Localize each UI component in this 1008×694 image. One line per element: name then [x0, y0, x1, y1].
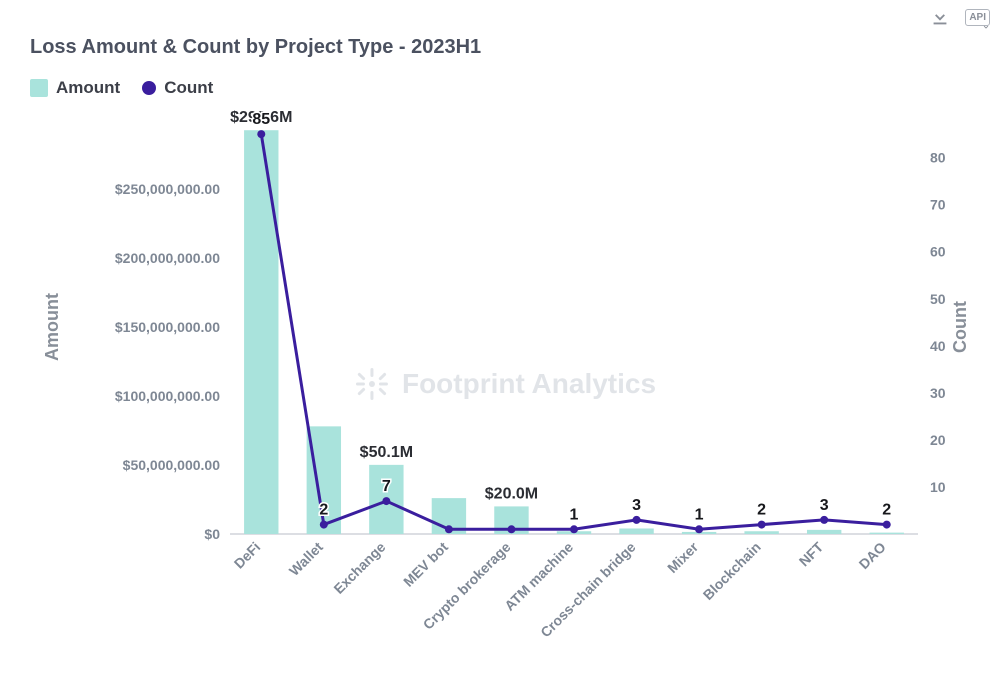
- svg-text:2: 2: [882, 502, 891, 519]
- svg-text:$50,000,000.00: $50,000,000.00: [123, 457, 221, 473]
- count-point[interactable]: [320, 521, 328, 529]
- toolbar: API: [929, 6, 990, 28]
- bar-blockchain[interactable]: [744, 531, 778, 534]
- svg-text:NFT: NFT: [796, 538, 827, 569]
- count-point[interactable]: [382, 497, 390, 505]
- svg-text:40: 40: [930, 338, 946, 354]
- count-point[interactable]: [570, 525, 578, 533]
- bar-dao[interactable]: [870, 533, 904, 534]
- svg-text:Count: Count: [950, 301, 970, 353]
- legend-swatch-amount: [30, 79, 48, 97]
- svg-text:Exchange: Exchange: [330, 539, 388, 597]
- count-point[interactable]: [820, 516, 828, 524]
- download-icon[interactable]: [929, 6, 951, 28]
- svg-text:Mixer: Mixer: [664, 538, 702, 576]
- count-line: [261, 134, 886, 529]
- chart-title: Loss Amount & Count by Project Type - 20…: [30, 36, 481, 59]
- bar-defi[interactable]: [244, 130, 278, 534]
- svg-text:MEV bot: MEV bot: [400, 539, 451, 590]
- svg-text:70: 70: [930, 197, 946, 213]
- count-point[interactable]: [633, 516, 641, 524]
- svg-text:$200,000,000.00: $200,000,000.00: [115, 250, 220, 266]
- bar-cross-chain-bridge[interactable]: [619, 528, 653, 534]
- count-point[interactable]: [507, 525, 515, 533]
- svg-text:$100,000,000.00: $100,000,000.00: [115, 388, 220, 404]
- svg-text:20: 20: [930, 432, 946, 448]
- svg-text:50: 50: [930, 291, 946, 307]
- svg-text:$50.1M: $50.1M: [360, 444, 413, 461]
- bar-nft[interactable]: [807, 530, 841, 534]
- svg-text:2: 2: [319, 502, 328, 519]
- legend-label-count: Count: [164, 78, 213, 98]
- count-point[interactable]: [445, 525, 453, 533]
- svg-text:80: 80: [930, 150, 946, 166]
- chart-area: Footprint Analytics $0$50,000,000.00$100…: [30, 110, 978, 674]
- svg-text:85: 85: [252, 111, 270, 128]
- svg-text:DeFi: DeFi: [231, 539, 264, 572]
- chart-svg: $0 $50,000,000.00 $100,000,000.00 $150,000,…: [30, 110, 978, 674]
- api-icon[interactable]: API: [965, 9, 990, 26]
- svg-text:7: 7: [382, 478, 391, 495]
- legend-item-count[interactable]: Count: [142, 78, 213, 98]
- legend: Amount Count: [30, 78, 213, 98]
- svg-text:$150,000,000.00: $150,000,000.00: [115, 319, 220, 335]
- svg-text:1: 1: [695, 506, 704, 523]
- svg-text:Amount: Amount: [42, 293, 62, 361]
- svg-text:$20.0M: $20.0M: [485, 485, 538, 502]
- svg-text:1: 1: [570, 506, 579, 523]
- svg-text:DAO: DAO: [856, 539, 889, 572]
- svg-text:Blockchain: Blockchain: [700, 539, 764, 603]
- count-point[interactable]: [883, 521, 891, 529]
- legend-label-amount: Amount: [56, 78, 120, 98]
- svg-text:$0: $0: [204, 526, 220, 542]
- svg-text:2: 2: [757, 502, 766, 519]
- legend-item-amount[interactable]: Amount: [30, 78, 120, 98]
- count-point[interactable]: [695, 525, 703, 533]
- svg-text:$250,000,000.00: $250,000,000.00: [115, 181, 220, 197]
- svg-text:3: 3: [820, 497, 829, 514]
- count-point[interactable]: [257, 130, 265, 138]
- svg-text:30: 30: [930, 385, 946, 401]
- svg-text:Wallet: Wallet: [286, 539, 326, 579]
- legend-swatch-count: [142, 81, 156, 95]
- svg-text:10: 10: [930, 479, 946, 495]
- count-point[interactable]: [758, 521, 766, 529]
- svg-text:60: 60: [930, 244, 946, 260]
- svg-text:3: 3: [632, 497, 641, 514]
